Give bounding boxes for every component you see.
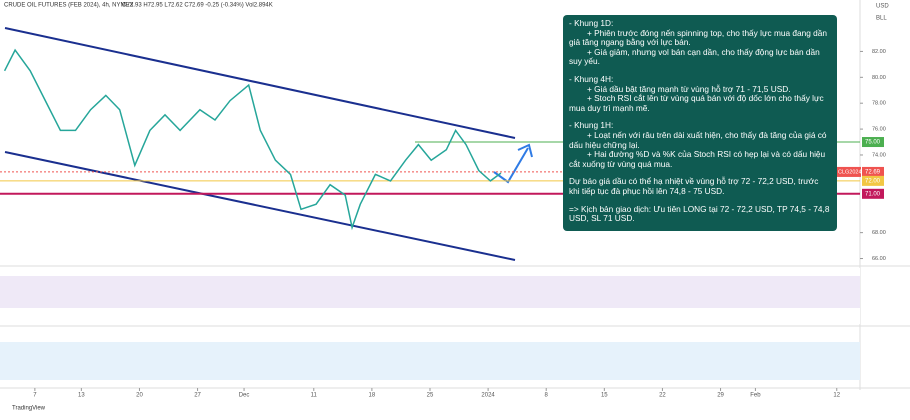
x-tick-label: 20 <box>136 393 143 399</box>
x-tick-label: 22 <box>659 393 666 399</box>
note-line: + Hai đường %D và %K của Stoch RSI có hẹ… <box>569 149 826 169</box>
price-tag-label: 72.00 <box>865 178 881 184</box>
price-tag-label: 71.00 <box>865 191 881 197</box>
x-tick-label: 8 <box>545 393 549 399</box>
note-line: - Khung 1H: <box>569 120 614 131</box>
x-tick-label: 29 <box>717 393 724 399</box>
price-tag <box>862 166 884 177</box>
price-tag <box>862 175 884 186</box>
channel-upper <box>4 27 516 139</box>
symbol-tag-label: CLG2024 <box>838 169 862 175</box>
note-line: + Giá giảm, nhưng vol bán cạn dần, cho t… <box>569 46 820 67</box>
note-line: - Khung 4H: <box>569 73 614 84</box>
brand: TradingView <box>12 406 46 412</box>
analysis-note: - Khung 1D: + Phiên trước đóng nến spinni… <box>563 15 837 231</box>
y-tick-label: 82.00 <box>872 49 886 55</box>
x-tick-label: 13 <box>78 393 85 399</box>
currency: USD <box>876 4 889 10</box>
y-tick-label: 78.00 <box>872 101 886 107</box>
note-line: - Khung 1D: <box>569 18 614 28</box>
x-tick-label: 12 <box>833 393 840 399</box>
note-line: Dự báo giá dầu có thể hạ nhiệt về vùng h… <box>569 176 819 196</box>
note-line: + Phiên trước đóng nến spinning top, cho… <box>569 27 828 48</box>
x-tick-label: 7 <box>33 393 37 399</box>
forecast-arrow <box>493 147 529 184</box>
y-tick-label: 68.00 <box>872 230 886 236</box>
price-line <box>3 48 502 231</box>
x-tick-label: 11 <box>311 393 318 399</box>
x-tick-label: Feb <box>750 393 761 399</box>
symbol-tag <box>836 166 861 177</box>
y-tick-label: 74.00 <box>872 152 886 158</box>
x-tick-label: 2024 <box>481 393 495 399</box>
x-tick-label: Dec <box>239 393 250 399</box>
y-tick-label: 66.00 <box>872 256 886 262</box>
rsi-band <box>0 276 860 308</box>
price-tag-label: 72.69 <box>865 170 881 176</box>
note-line: + Giá dầu bật tăng mạnh từ vùng hỗ trợ 7… <box>587 83 791 94</box>
stoch-band <box>0 342 860 380</box>
x-tick-label: 15 <box>601 393 608 399</box>
price-tag <box>862 188 884 199</box>
unit: BLL <box>876 16 887 22</box>
note-line: + Stoch RSI cắt lên từ vùng quá bán với … <box>569 93 824 113</box>
x-tick-label: 25 <box>427 393 434 399</box>
price-tag-label: 75.00 <box>865 140 881 146</box>
x-tick-label: 18 <box>369 393 376 399</box>
y-tick-label: 80.00 <box>872 75 886 81</box>
channel-lower <box>4 151 516 261</box>
price-tag <box>862 137 884 148</box>
y-tick-label: 76.00 <box>872 127 886 133</box>
arrow-head <box>517 143 533 158</box>
header-ohlc: O72.93 H72.95 L72.62 C72.69 -0.25 (-0.34… <box>122 3 273 9</box>
header-symbol: CRUDE OIL FUTURES (FEB 2024), 4h, NYMEX <box>4 3 133 9</box>
x-tick-label: 27 <box>194 393 201 399</box>
note-line: + Loạt nến với râu trên dài xuất hiện, c… <box>569 129 827 150</box>
note-line: => Kịch bản giao dịch: Ưu tiên LONG tại … <box>569 203 830 224</box>
